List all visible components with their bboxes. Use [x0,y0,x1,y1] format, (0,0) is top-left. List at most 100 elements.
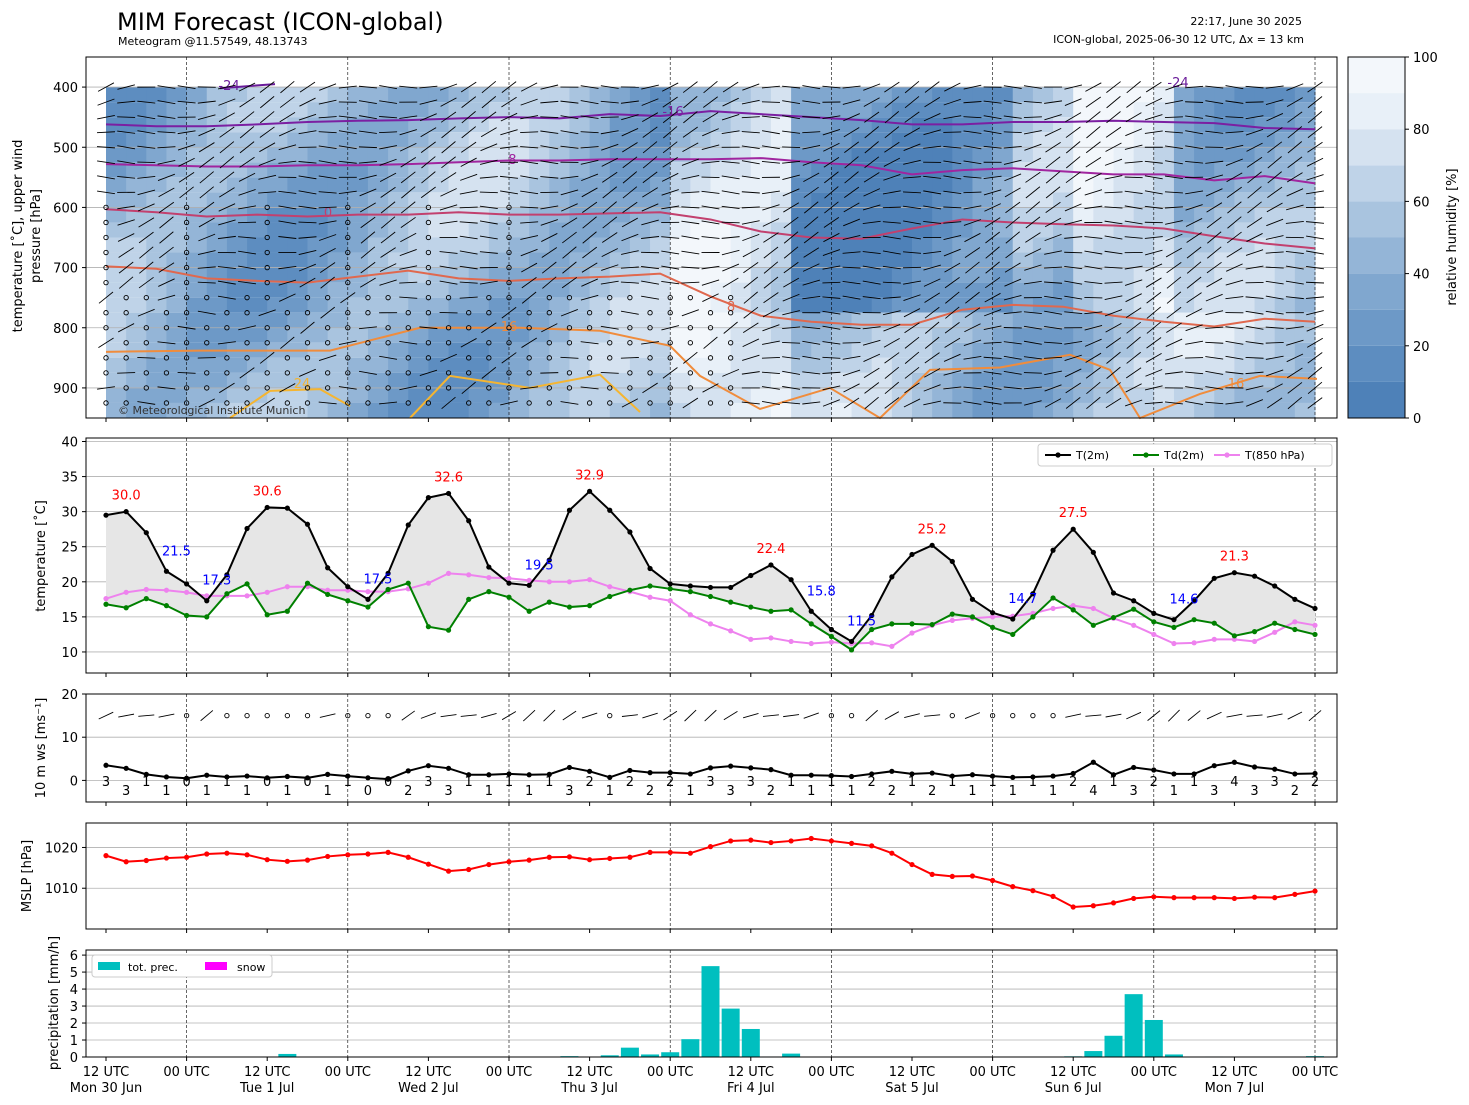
t2m-point [808,608,814,614]
t2m-point [123,509,129,515]
humidity-cell [206,312,228,328]
wind-barb [298,190,317,195]
wind-barb [862,326,881,330]
wind-barb [802,355,821,360]
humidity-cell [629,102,651,118]
wind-barb [1206,711,1222,720]
wind-barb [103,325,109,331]
humidity-cell [488,177,510,193]
humidity-cell [448,357,470,373]
mslp-point [184,854,190,860]
wind-barb [298,221,317,224]
wind-speed-label: 3 [102,775,110,790]
wind-barb [761,160,780,164]
humidity-cell [770,327,792,343]
wind-barb [862,296,881,300]
humidity-cell [347,147,369,163]
wind-barb [802,263,820,272]
wind-speed-point [969,772,976,778]
td2m-point [607,593,613,600]
wind-barb [1245,341,1264,345]
humidity-cell [629,372,651,388]
wind-barb [239,141,255,154]
wind-barb [103,310,109,316]
wind-barb [239,126,255,139]
wind-barb [562,231,577,244]
wind-speed-label: 3 [747,775,755,790]
td2m-point [1292,626,1298,633]
wind-barb [984,203,1001,212]
wind-barb [238,189,256,196]
mslp-point [425,861,431,867]
t2m-point [1110,590,1117,596]
wind-barb [479,251,498,254]
wind-barb [560,100,579,104]
wind-barb [1105,713,1122,718]
mslp-point [848,840,855,846]
humidity-cell [1073,312,1094,328]
mslp-point [1251,894,1258,900]
humidity-cell [629,117,651,133]
humidity-cell [549,402,570,418]
wind-barb [224,400,230,406]
wind-barb [338,145,357,150]
wind-barb [822,281,841,284]
humidity-cell [690,357,711,373]
wind-barb [722,277,739,288]
wind-barb [440,188,457,197]
wind-barb [520,235,539,240]
humidity-cell [791,102,812,118]
time-axis: 12 UTC 00 UTC 12 UTC 00 UTC 12 UTC 00 UTC 12 U… [70,418,1338,1096]
wind-barb [264,204,270,211]
wind-barb [1025,232,1041,243]
wind-barb [117,116,136,118]
humidity-cell [307,327,329,343]
humidity-cell [126,357,147,373]
wind-barb [842,369,861,377]
wind-barb [882,265,901,270]
wind-barb [681,220,700,225]
humidity-cell [126,147,147,163]
humidity-cell [166,132,188,148]
wind-barb [943,146,962,149]
legend-marker [1055,452,1061,458]
humidity-cell [347,102,369,118]
wind-barb [1247,171,1262,184]
wind-barb [701,144,720,150]
humidity-cell [428,102,450,118]
humidity-cell [972,222,994,238]
humidity-cell [1113,192,1135,208]
wind-barb [923,250,942,255]
t850-point [365,589,371,595]
humidity-cell [750,207,772,223]
humidity-cell [327,147,349,163]
day-label: Thu 3 Jul [560,1081,618,1096]
humidity-cell [166,267,188,283]
humidity-cell [1173,207,1195,223]
wind-barb [1003,294,1022,301]
humidity-cell [750,372,772,388]
humidity-cell [488,252,510,268]
wind-barb [1187,710,1201,721]
wind-barb [259,96,275,109]
wind-barb [400,157,417,168]
wind-barb [1045,186,1061,199]
humidity-cell [509,177,530,193]
humidity-cell [347,312,369,328]
humidity-cell [992,117,1014,133]
mslp-point [566,854,573,860]
wind-barb [1305,221,1325,224]
wind-barb [479,280,498,285]
humidity-cell [1053,252,1074,268]
wind-barb [863,83,881,91]
wind-barb [117,130,136,134]
wind-speed-point [1070,770,1076,777]
mslp-point [687,850,693,856]
colorbar-tick-label: 20 [1413,340,1430,355]
t850-point [486,574,492,581]
wind-barb [1064,280,1083,285]
humidity-cell [267,192,288,208]
wind-barb [647,370,653,376]
colorbar-tick-label: 40 [1413,268,1430,283]
humidity-cell [247,297,268,313]
